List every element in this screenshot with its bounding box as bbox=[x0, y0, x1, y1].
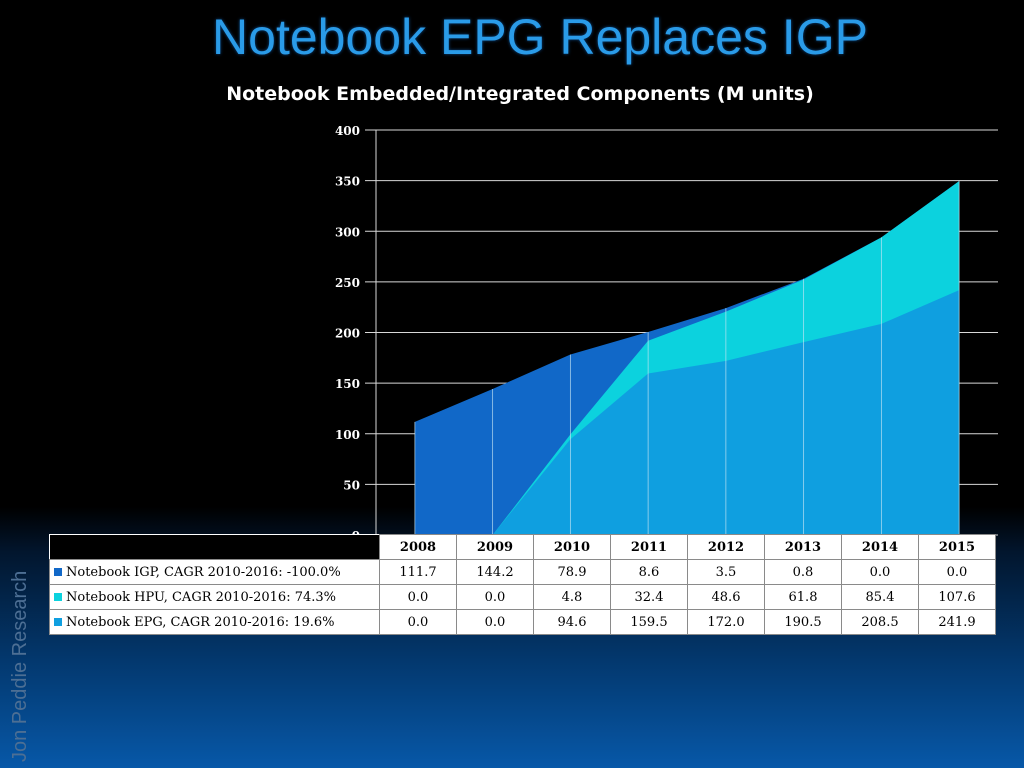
series-name: Notebook EPG, CAGR 2010-2016: 19.6% bbox=[66, 614, 335, 630]
table-value-cell: 0.0 bbox=[379, 584, 457, 610]
table-value-cell: 0.0 bbox=[456, 584, 534, 610]
table-year-header: 2012 bbox=[687, 534, 765, 560]
table-row-epg: Notebook EPG, CAGR 2010-2016: 19.6% 0.0 0.… bbox=[49, 609, 996, 635]
legend-swatch bbox=[54, 618, 62, 626]
table-value-cell: 0.0 bbox=[841, 559, 919, 585]
legend-swatch bbox=[54, 568, 62, 576]
table-year-header: 2010 bbox=[533, 534, 611, 560]
table-value-cell: 4.8 bbox=[533, 584, 611, 610]
table-corner-cell bbox=[49, 534, 380, 560]
y-tick-label: 200 bbox=[335, 327, 360, 341]
watermark: Jon Peddie Research bbox=[9, 570, 31, 762]
table-value-cell: 61.8 bbox=[764, 584, 842, 610]
table-value-cell: 190.5 bbox=[764, 609, 842, 635]
chart-category-lines bbox=[414, 181, 960, 535]
table-value-cell: 144.2 bbox=[456, 559, 534, 585]
y-tick-label: 350 bbox=[335, 175, 360, 189]
y-tick-label: 400 bbox=[335, 124, 360, 138]
slide-title: Notebook EPG Replaces IGP bbox=[212, 9, 868, 65]
chart-areas bbox=[414, 181, 960, 535]
y-tick-label: 50 bbox=[343, 478, 360, 492]
y-axis-ticks: 050100150200250300350400 bbox=[335, 124, 360, 543]
table-value-cell: 159.5 bbox=[610, 609, 688, 635]
table-year-header: 2015 bbox=[918, 534, 996, 560]
series-legend-epg: Notebook EPG, CAGR 2010-2016: 19.6% bbox=[49, 609, 380, 635]
legend-swatch bbox=[54, 593, 62, 601]
table-value-cell: 0.8 bbox=[764, 559, 842, 585]
table-value-cell: 0.0 bbox=[456, 609, 534, 635]
y-tick-label: 150 bbox=[335, 377, 360, 391]
table-year-header: 2009 bbox=[456, 534, 534, 560]
table-value-cell: 241.9 bbox=[918, 609, 996, 635]
table-header-row: 2008 2009 2010 2011 2012 2013 2014 2015 bbox=[49, 534, 996, 560]
series-name: Notebook HPU, CAGR 2010-2016: 74.3% bbox=[66, 589, 336, 605]
table-row-igp: Notebook IGP, CAGR 2010-2016: -100.0% 111… bbox=[49, 559, 996, 585]
table-year-header: 2008 bbox=[379, 534, 457, 560]
series-legend-hpu: Notebook HPU, CAGR 2010-2016: 74.3% bbox=[49, 584, 380, 610]
table-year-header: 2011 bbox=[610, 534, 688, 560]
series-legend-igp: Notebook IGP, CAGR 2010-2016: -100.0% bbox=[49, 559, 380, 585]
table-value-cell: 78.9 bbox=[533, 559, 611, 585]
table-value-cell: 107.6 bbox=[918, 584, 996, 610]
table-value-cell: 32.4 bbox=[610, 584, 688, 610]
chart-title: Notebook Embedded/Integrated Components … bbox=[226, 83, 814, 105]
table-value-cell: 8.6 bbox=[610, 559, 688, 585]
table-year-header: 2013 bbox=[764, 534, 842, 560]
table-row-hpu: Notebook HPU, CAGR 2010-2016: 74.3% 0.0 0.… bbox=[49, 584, 996, 610]
table-value-cell: 48.6 bbox=[687, 584, 765, 610]
table-value-cell: 0.0 bbox=[379, 609, 457, 635]
data-table: 2008 2009 2010 2011 2012 2013 2014 2015 Notebook… bbox=[49, 534, 996, 635]
table-value-cell: 111.7 bbox=[379, 559, 457, 585]
y-tick-label: 100 bbox=[335, 428, 360, 442]
table-value-cell: 208.5 bbox=[841, 609, 919, 635]
table-value-cell: 3.5 bbox=[687, 559, 765, 585]
series-name: Notebook IGP, CAGR 2010-2016: -100.0% bbox=[66, 564, 341, 580]
table-value-cell: 0.0 bbox=[918, 559, 996, 585]
table-value-cell: 85.4 bbox=[841, 584, 919, 610]
table-value-cell: 94.6 bbox=[533, 609, 611, 635]
y-tick-label: 300 bbox=[335, 225, 360, 239]
table-year-header: 2014 bbox=[841, 534, 919, 560]
y-tick-label: 250 bbox=[335, 276, 360, 290]
table-value-cell: 172.0 bbox=[687, 609, 765, 635]
